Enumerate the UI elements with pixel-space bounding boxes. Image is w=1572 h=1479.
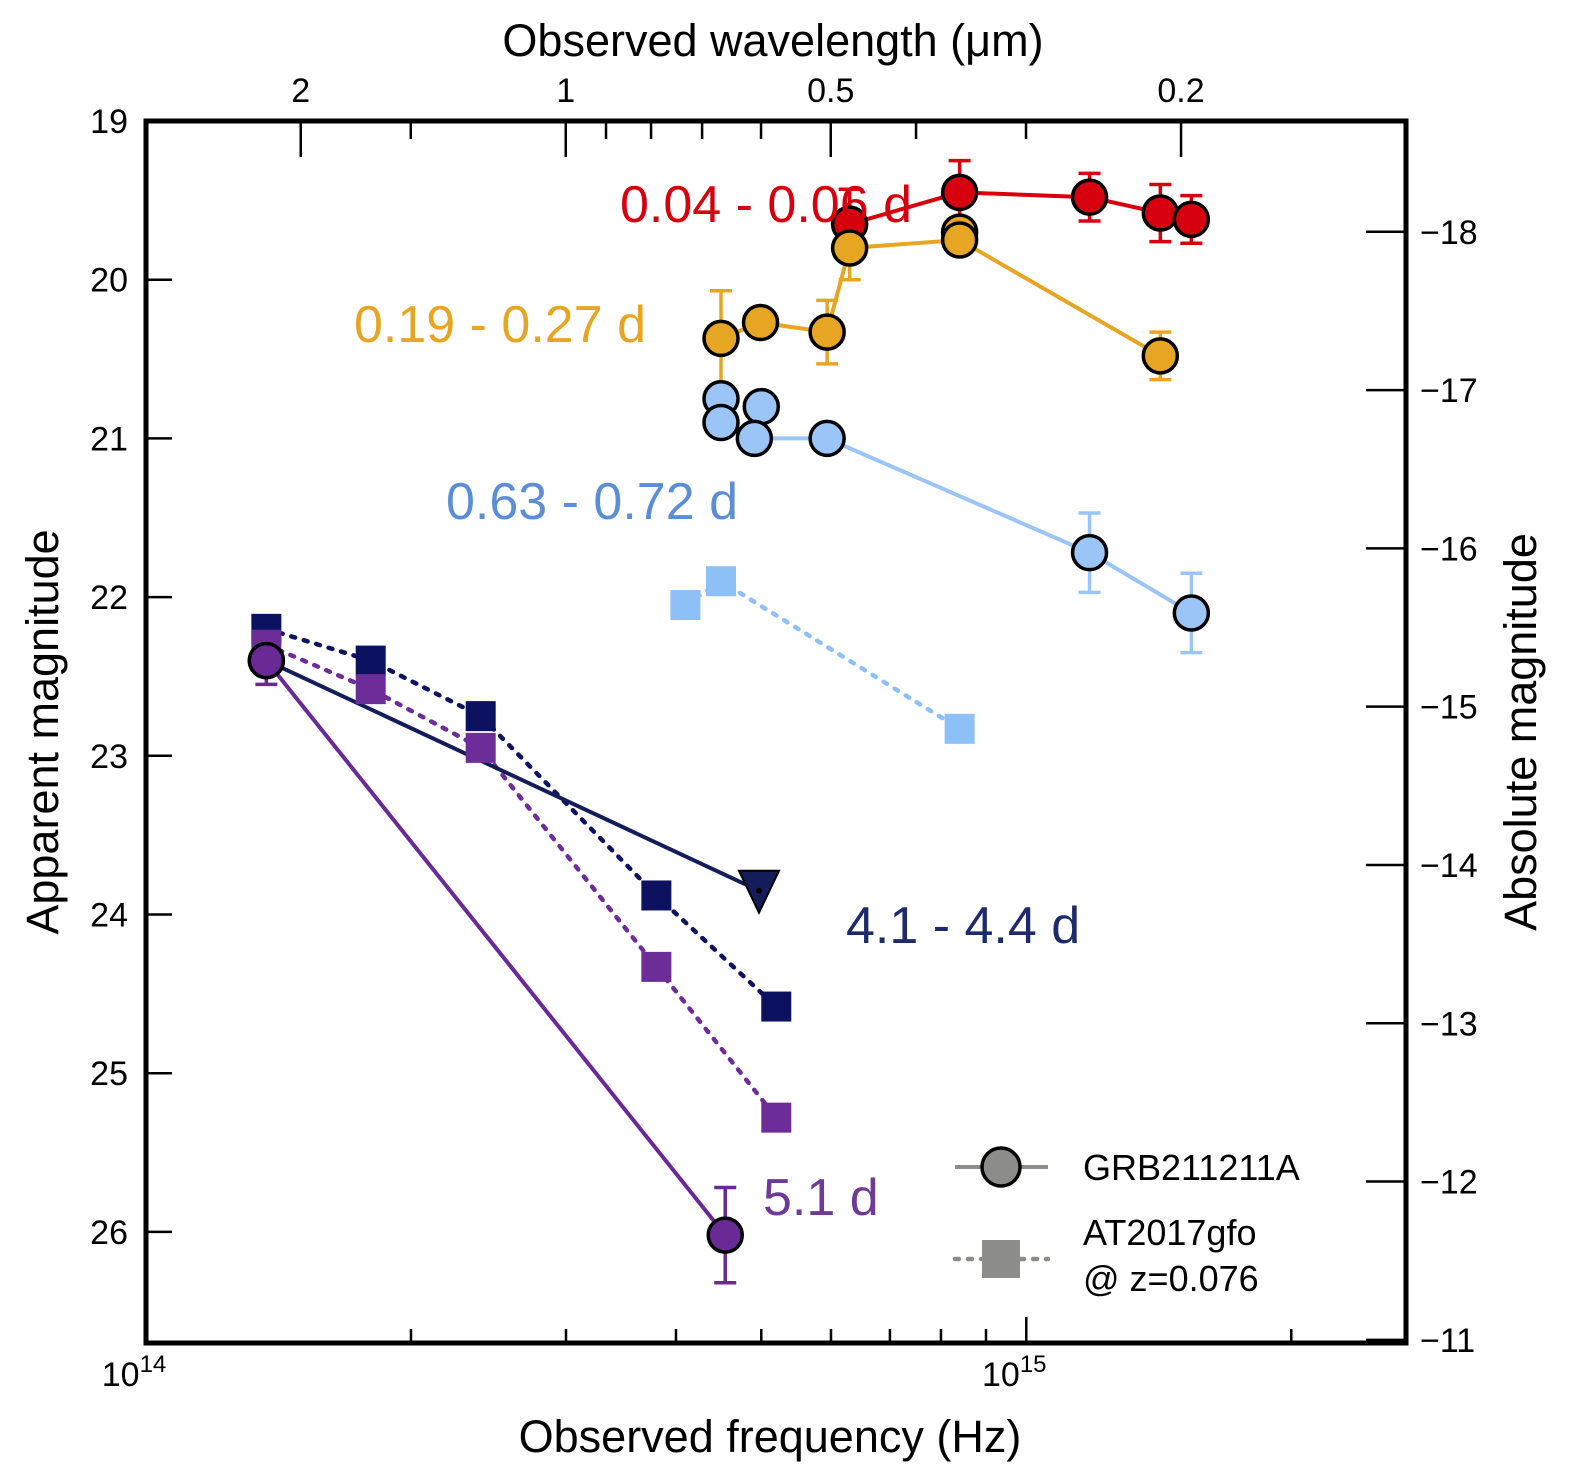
x-tick-exponent: 14 (140, 1351, 167, 1378)
x-tick-exponent: 15 (1020, 1351, 1047, 1378)
data-point-circle (1141, 194, 1180, 232)
y-right-tick-label: −16 (1420, 530, 1478, 568)
y-right-axis-title: Absolute magnitude (1495, 533, 1546, 931)
series-label: 5.1 d (763, 1169, 879, 1227)
y-tick-label: 19 (90, 103, 128, 141)
plot-frame (143, 118, 1409, 1346)
y-axis-title: Apparent magnitude (17, 529, 68, 934)
y-right-tick-label: −18 (1420, 214, 1478, 252)
x-top-tick-label: 0.5 (807, 72, 854, 110)
legend: GRB211211A AT2017gfo @ z=0.076 (952, 1146, 1300, 1299)
y-right-tick-label: −17 (1420, 372, 1478, 410)
data-point-circle (706, 1216, 744, 1254)
legend-label: GRB211211A (1083, 1147, 1300, 1188)
x-tick-label: 1014 (102, 1351, 167, 1394)
data-point-square (641, 951, 672, 982)
y-right-tick-label: −14 (1420, 847, 1478, 885)
data-point-circle (830, 229, 869, 267)
y-tick-label: 25 (90, 1055, 128, 1093)
series-label: 0.19 - 0.27 d (354, 296, 646, 354)
data-point-circle (1070, 178, 1109, 216)
data-point-square (355, 674, 386, 705)
x-top-axis-title: Observed wavelength (μm) (502, 15, 1043, 66)
data-point-circle (808, 313, 846, 351)
data-point-circle (1070, 533, 1109, 572)
data-point-circle (940, 173, 979, 212)
x-top-tick-label: 0.2 (1157, 72, 1204, 110)
data-point-square (641, 880, 672, 911)
series-label: 0.63 - 0.72 d (446, 473, 738, 531)
y-tick-label: 22 (90, 579, 128, 617)
data-point-square (465, 701, 496, 732)
data-point-square (761, 991, 792, 1022)
data-point-circle (247, 641, 286, 680)
data-point-circle (1141, 337, 1180, 375)
series-labels: 0.04 - 0.06 d 0.19 - 0.27 d 0.63 - 0.72 d 4… (354, 176, 1080, 1227)
y-tick-label: 20 (90, 262, 128, 300)
data-point-square (355, 645, 386, 676)
data-point-square (670, 590, 701, 621)
y-right-tick-label: −11 (1420, 1322, 1475, 1360)
data-point-circle (702, 403, 740, 442)
data-point-square (944, 713, 975, 744)
y-right-tick-label: −12 (1420, 1164, 1478, 1202)
y-right-tick-label: −15 (1420, 689, 1478, 727)
y-tick-label: 21 (90, 420, 128, 458)
series-label: 0.04 - 0.06 d (620, 176, 912, 234)
series-line (265, 658, 760, 893)
data-point-circle (808, 419, 846, 458)
data-markers (247, 173, 1211, 1254)
data-point-circle (741, 303, 780, 342)
data-point-circle (735, 419, 774, 458)
y-tick-label: 23 (90, 738, 128, 776)
data-point-square (761, 1102, 792, 1133)
data-point-circle (940, 221, 979, 259)
data-point-square (465, 732, 496, 763)
y-right-tick-label: −13 (1420, 1005, 1478, 1043)
data-point-circle (742, 387, 781, 426)
x-tick-base: 10 (102, 1356, 140, 1394)
series-label: 4.1 - 4.4 d (846, 897, 1080, 955)
x-top-tick-label: 1 (556, 72, 575, 110)
upper-limit-dot (755, 887, 762, 894)
x-tick-label: 1015 (982, 1351, 1047, 1394)
x-tick-base: 10 (982, 1356, 1020, 1394)
data-point-circle (1172, 200, 1211, 239)
x-top-tick-label: 2 (291, 72, 310, 110)
data-point-circle (702, 319, 740, 358)
data-point-circle (1172, 594, 1211, 632)
series-line (264, 659, 727, 1237)
legend-label-line2: @ z=0.076 (1083, 1258, 1259, 1299)
x-axis-title: Observed frequency (Hz) (519, 1411, 1022, 1462)
data-point-square (706, 566, 737, 597)
legend-marker-circle (980, 1146, 1022, 1188)
legend-marker-square (982, 1240, 1020, 1278)
legend-label: AT2017gfo (1083, 1212, 1256, 1253)
y-tick-label: 26 (90, 1214, 128, 1252)
y-tick-label: 24 (90, 897, 128, 935)
